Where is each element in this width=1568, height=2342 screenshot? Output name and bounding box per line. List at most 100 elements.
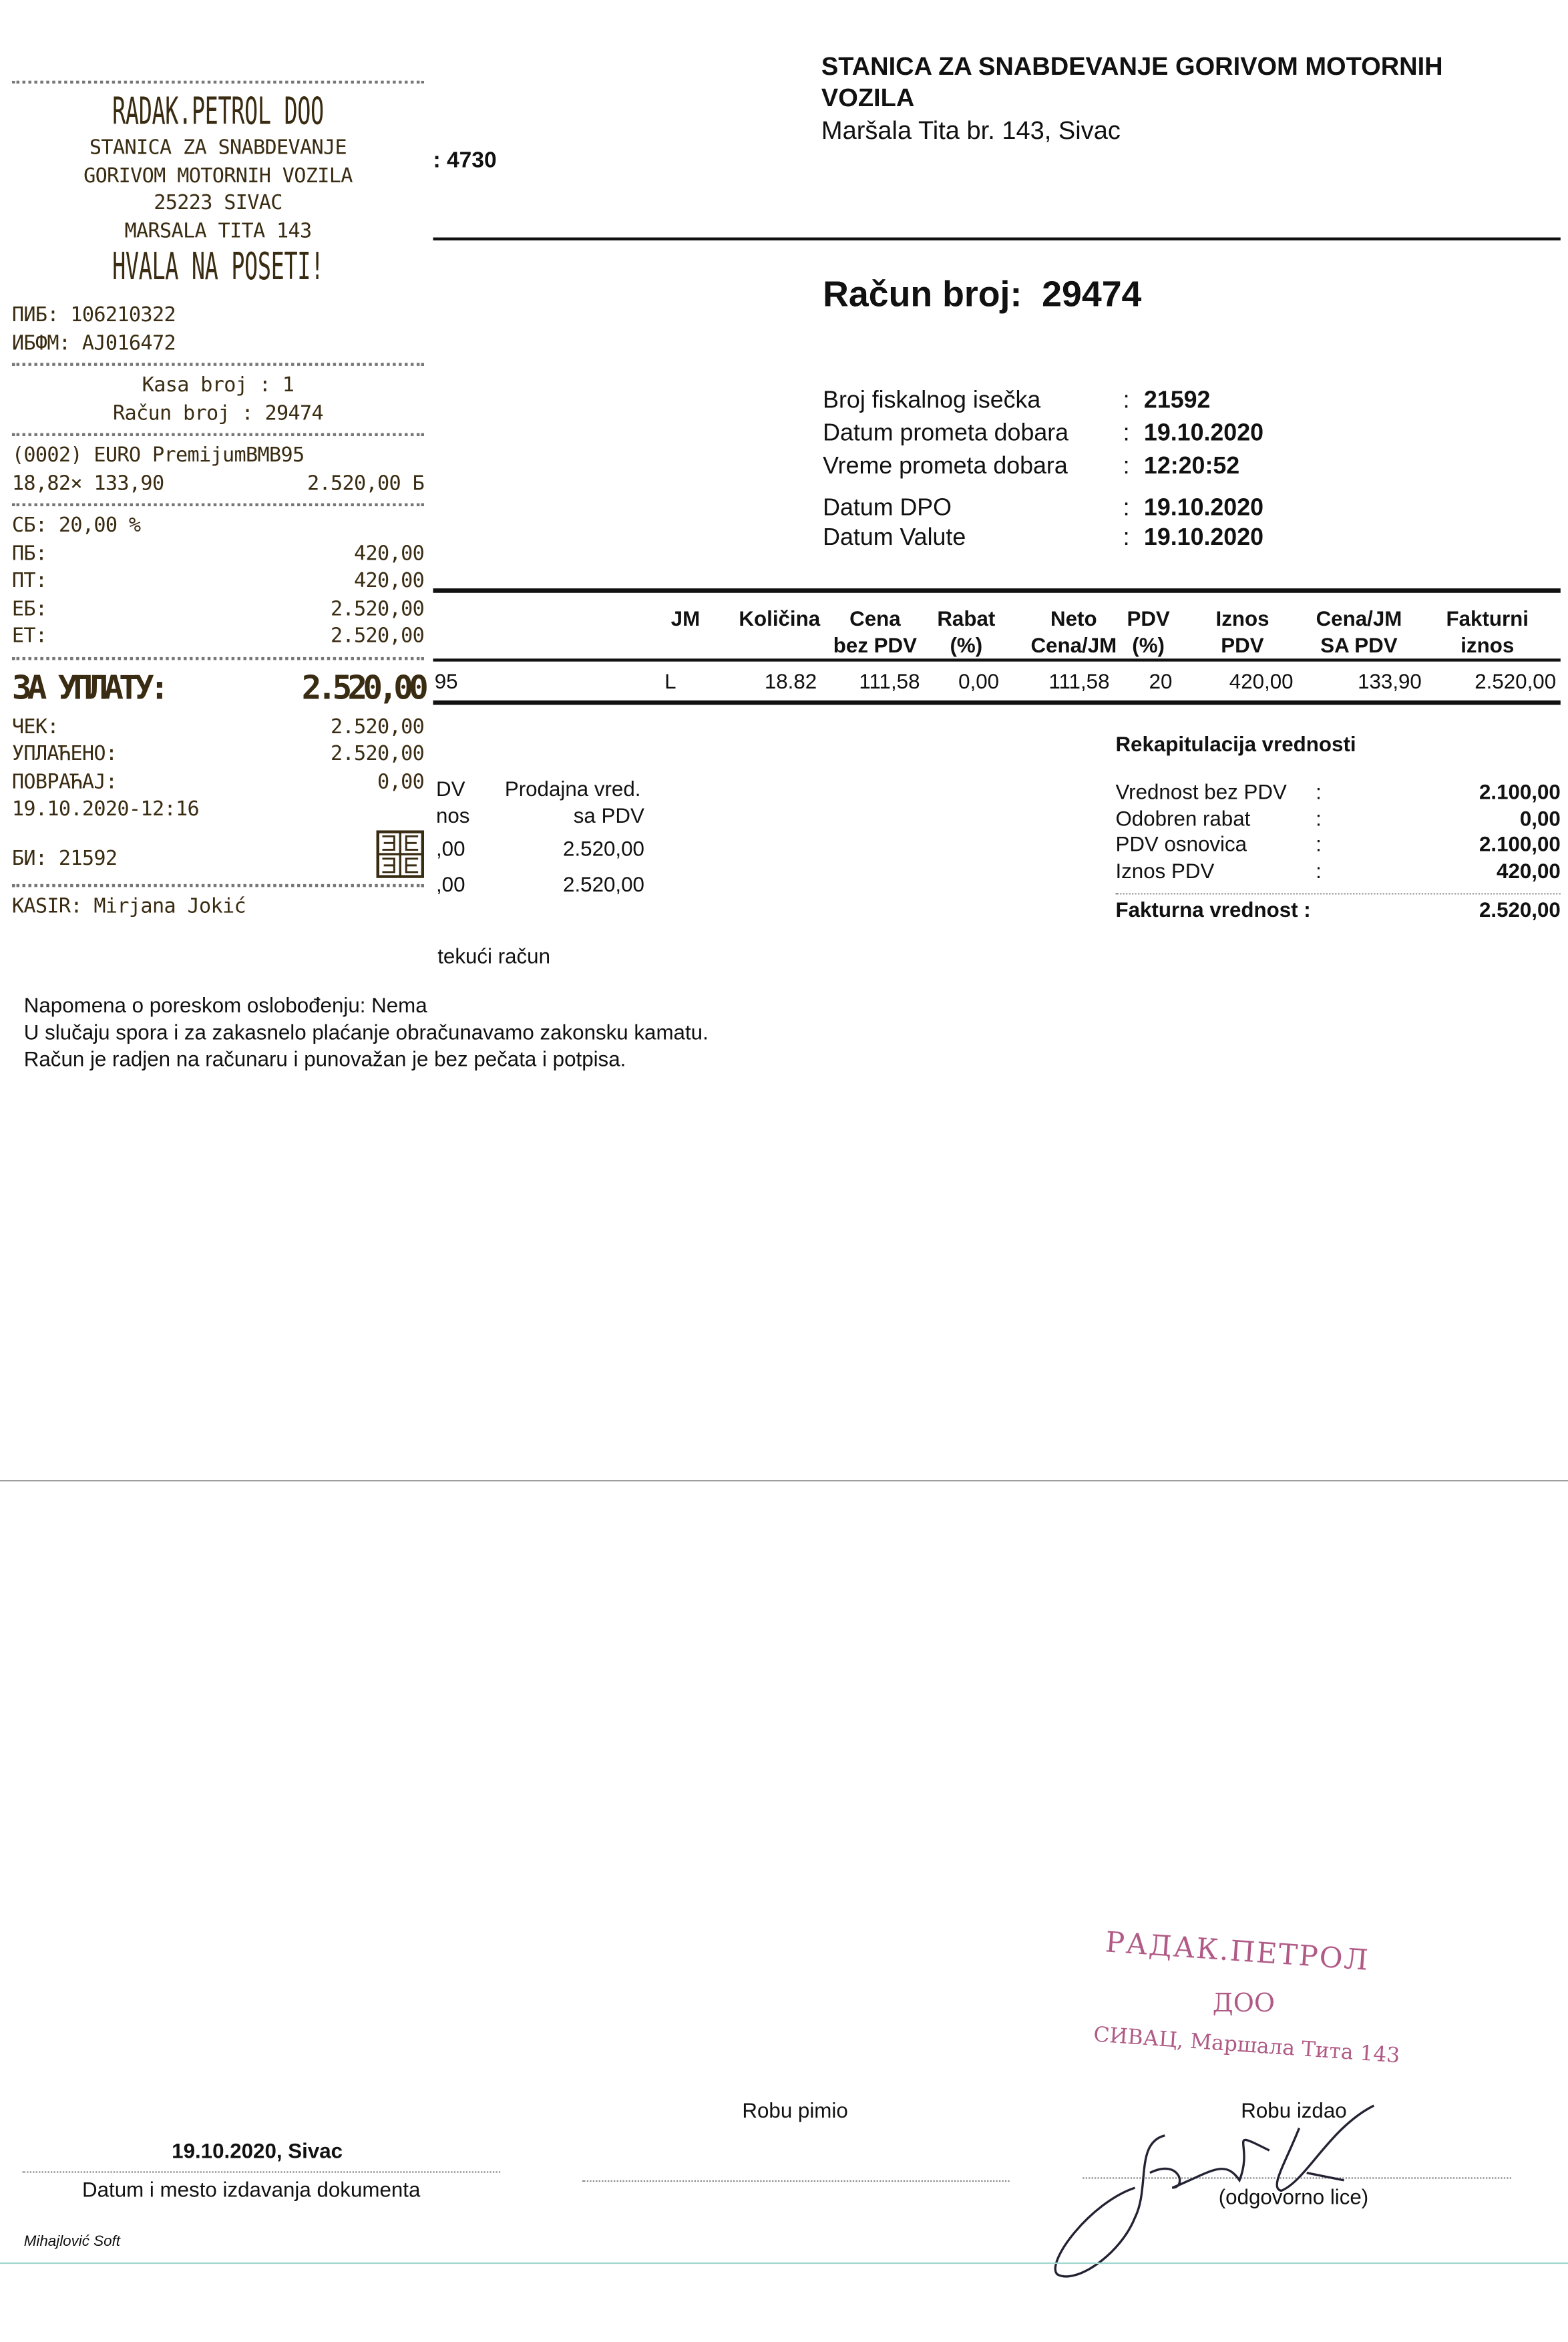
dotted-divider [11, 883, 425, 887]
table-cell: 420,00 [1229, 668, 1294, 693]
receipt-row-label: ЧЕК: [11, 715, 59, 739]
info-colon: : [1123, 496, 1130, 522]
place-date-label: Datum i mesto izdavanja dokumenta [81, 2177, 421, 2202]
column-header-line: Fakturni [1446, 606, 1529, 630]
receipt-row: ПОВРАЋАЈ: 0,00 [11, 769, 425, 796]
stamp-text: РАДАК.ПЕТРОЛ [1104, 1926, 1371, 1978]
stamp-text: СИВАЦ, Маршала Тита 143 [1093, 2023, 1401, 2069]
receipt-sb: СБ: 20,00 % [11, 514, 141, 538]
software-credit: Mihajlović Soft [23, 2234, 120, 2251]
tax-header: nos [435, 803, 470, 827]
receipt-row-value: 2.520,00 [331, 715, 425, 739]
tax-cell: 2.520,00 [563, 871, 644, 896]
recap-total-label: Fakturna vrednost : [1115, 897, 1311, 922]
column-header: Iznos PDV [1216, 605, 1269, 659]
notes: Napomena o poreskom oslobođenju: Nema U … [24, 992, 709, 1072]
recap-colon: : [1316, 831, 1322, 856]
company-name-2: VOZILA [821, 83, 915, 112]
recap-colon: : [1316, 779, 1322, 804]
company-address: Maršala Tita br. 143, Sivac [821, 116, 1121, 145]
column-header-line: Neto [1050, 606, 1097, 630]
info-colon: : [1123, 421, 1130, 447]
recap-value: 2.100,00 [1479, 831, 1561, 856]
recap-total-value: 2.520,00 [1479, 897, 1561, 922]
receipt-row-label: ПОВРАЋАЈ: [11, 769, 118, 794]
info-label: Vreme prometa dobara [823, 453, 1068, 479]
table-cell: 2.520,00 [1475, 668, 1557, 693]
tax-header: Prodajna vred. [504, 776, 641, 801]
dotted-divider [11, 656, 425, 660]
receipt-row: УПЛАЋЕНО: 2.520,00 [12, 741, 425, 768]
item-name-partial: 95 [434, 668, 458, 693]
column-header-line: bez PDV [833, 633, 918, 657]
receipt-line: STANICA ZA SNABDEVANJE [89, 136, 347, 160]
receipt-item-qty: 18,82× 133,90 [11, 471, 164, 496]
info-label: Datum prometa dobara [823, 421, 1069, 447]
receipt-item-total: 2.520,00 Б [307, 471, 425, 496]
column-header-line: PDV [1221, 633, 1264, 657]
column-header: Fakturni iznos [1446, 605, 1529, 659]
table-cell: 0,00 [958, 668, 1000, 693]
info-value: 19.10.2020 [1143, 526, 1263, 552]
receipt-bi-line: БИ: 21592 [12, 829, 425, 877]
recap-value: 420,00 [1497, 858, 1561, 883]
receipt-row-value: 0,00 [377, 769, 425, 794]
signature-icon [1054, 2104, 1375, 2278]
column-header-line: Rabat [937, 606, 996, 630]
tax-cell: ,00 [435, 836, 465, 861]
column-header-line: iznos [1460, 633, 1515, 657]
column-header: Količina [739, 605, 820, 632]
column-header: Cena bez PDV [833, 605, 917, 659]
receipt-row-value: 2.520,00 [331, 596, 425, 621]
invoice-number: 29474 [1042, 274, 1142, 315]
column-header-line: Cena [849, 606, 901, 630]
column-header-line: Iznos [1215, 606, 1269, 630]
info-colon: : [1123, 526, 1130, 552]
receipt-row-value: 2.520,00 [331, 742, 425, 767]
recap-label: PDV osnovica [1115, 831, 1247, 856]
invoice-title: Račun broj: 29474 [823, 274, 1141, 317]
recap-colon: : [1316, 806, 1322, 831]
note: Napomena o poreskom oslobođenju: Nema [23, 993, 427, 1017]
issued-label: Robu izdao [1241, 2098, 1347, 2122]
receipt-row-label: ПБ: [11, 541, 47, 566]
recap-label: Vrednost bez PDV [1115, 779, 1287, 804]
receipt-total-label: ЗА УПЛАТУ: [11, 669, 170, 707]
tax-header: DV [435, 776, 465, 801]
receipt-total: ЗА УПЛАТУ: 2.520,00 [11, 665, 429, 713]
info-value: 19.10.2020 [1143, 496, 1263, 522]
receipt-ibfm: ИБФМ: AJ016472 [11, 331, 176, 355]
receipt-row-label: ПТ: [11, 568, 47, 593]
info-label: Datum Valute [823, 526, 966, 552]
receipt-racun: Račun broj : 29474 [112, 401, 324, 425]
tax-cell: 2.520,00 [563, 836, 644, 861]
tax-header: sa PDV [573, 803, 644, 827]
receipt-thanks: HVALA NA POSETI! [112, 244, 324, 288]
page-divider [0, 1480, 1568, 1482]
table-header-rule [433, 658, 1561, 661]
receipt-cashier: KASIR: Mirjana Jokić [11, 894, 246, 918]
note: Račun je radjen na računaru i punovažan … [23, 1046, 626, 1071]
column-header: PDV (%) [1127, 605, 1169, 659]
receipt-datetime: 19.10.2020-12:16 [11, 797, 200, 821]
dotted-divider [11, 363, 425, 366]
place-date-line [22, 2171, 501, 2173]
column-header-line: JM [670, 606, 701, 630]
receipt-row: ЕТ: 2.520,00 [12, 622, 425, 650]
recap-label: Iznos PDV [1115, 858, 1215, 883]
column-header-line: (%) [1132, 633, 1165, 657]
recap-rule [1115, 893, 1561, 895]
place-date: 19.10.2020, Sivac [172, 2138, 343, 2163]
column-header: Rabat (%) [937, 605, 995, 659]
fiscal-receipt: RADAK.PETROL DOO STANICA ZA SNABDEVANJE … [11, 74, 429, 920]
receipt-row: ЕБ: 2.520,00 [11, 595, 425, 622]
receipt-row-label: ЕБ: [11, 596, 47, 621]
table-cell: L [664, 668, 676, 693]
column-header-line: Količina [739, 606, 821, 630]
column-header: JM [671, 605, 701, 632]
column-header-line: PDV [1127, 606, 1170, 630]
divider [433, 237, 1561, 241]
invoice-title-label: Račun broj: [823, 274, 1022, 315]
dotted-divider [11, 503, 425, 507]
